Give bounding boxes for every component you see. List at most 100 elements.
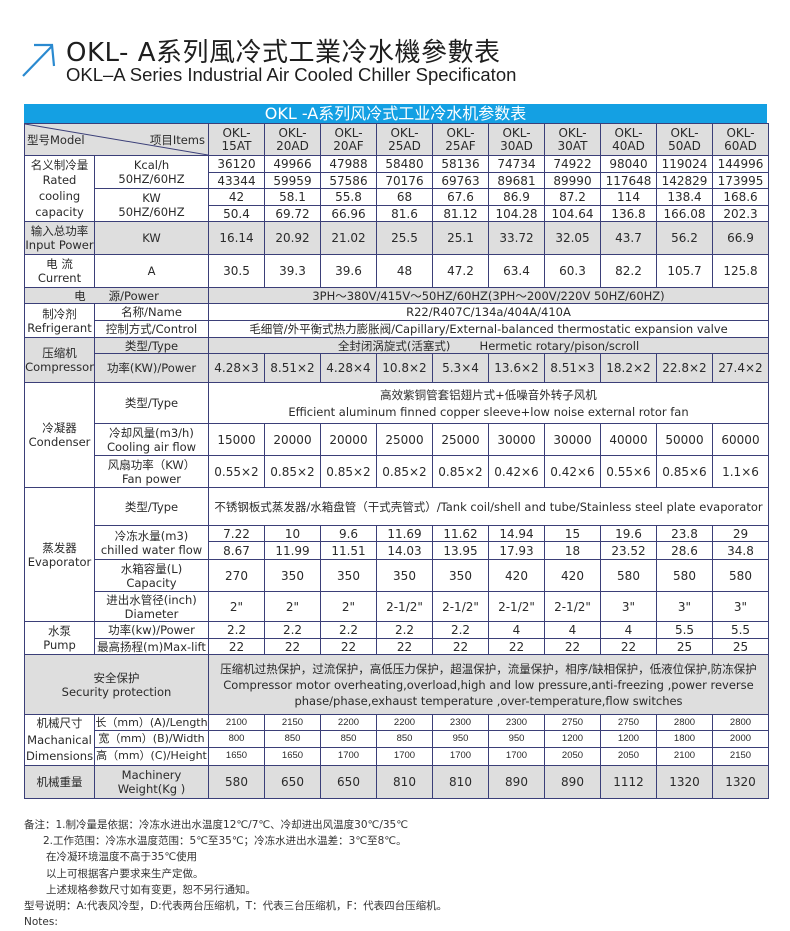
note-line: 以上可根据客户要求来生产定做。 (46, 867, 204, 880)
value-cell: 1700 (432, 746, 489, 766)
value-cell: 20000 (320, 423, 377, 456)
model-header-cell: OKL-25AF (432, 123, 489, 156)
value-cell: 8.51×2 (264, 353, 321, 383)
value-cell: 30000 (488, 423, 545, 456)
value-cell: 11.69 (376, 525, 433, 542)
value-cell: 2.2 (208, 621, 265, 639)
label-en: Pump (43, 638, 76, 652)
label-en: Evaporator (27, 554, 92, 569)
value-cell: 202.3 (712, 205, 769, 222)
value-cell: 2300 (488, 713, 545, 732)
value-cell: 1650 (208, 746, 265, 766)
value-cell: 40000 (600, 423, 657, 456)
value-cell: 2100 (656, 746, 713, 766)
value-cell: 2.2 (376, 621, 433, 639)
value-cell: 11.51 (320, 541, 377, 560)
value-cell: 22 (376, 638, 433, 655)
value-cell: 1700 (376, 746, 433, 766)
value-cell: 890 (488, 764, 545, 799)
compressor-type-label: 类型/Type (94, 337, 209, 354)
type-en: Efficient aluminum finned copper sleeve+… (288, 404, 689, 419)
refrigerant-control-label: 控制方式/Control (94, 320, 209, 338)
value-cell: 2750 (544, 713, 601, 732)
value-cell: 74734 (488, 155, 545, 173)
value-cell: 2200 (320, 713, 377, 732)
value-cell: 32.05 (544, 221, 601, 255)
value-cell: 17.93 (488, 541, 545, 560)
value-cell: 104.64 (544, 205, 601, 222)
value-cell: 98040 (600, 155, 657, 173)
value-cell: 850 (376, 730, 433, 748)
value-cell: 25 (656, 638, 713, 655)
value-cell: 22 (208, 638, 265, 655)
value-cell: 2050 (544, 746, 601, 766)
value-cell: 3" (656, 591, 713, 622)
value-cell: 25000 (376, 423, 433, 456)
model-header-cell: OKL-40AD (600, 123, 657, 156)
value-cell: 22 (488, 638, 545, 655)
security-value: 压缩机过热保护，过流保护，高低压力保护，超温保护，流量保护，相序/缺相保护，低液… (208, 654, 769, 715)
value-cell: 19.6 (600, 525, 657, 542)
label-cn: 冷冻水量(m3) (114, 528, 189, 543)
notes: 备注：1.制冷量是依据：冷冻水进出水温度12℃/7℃、冷却进出风温度30℃/35… (24, 817, 447, 930)
condenser-label: 冷凝器 Condenser (24, 382, 95, 488)
label-cn: 电 流 (46, 257, 73, 271)
note-line: 型号说明：A:代表风冷型，D:代表两台压缩机，T：代表三台压缩机，F：代表四台压… (24, 900, 448, 913)
value-cell: 22 (320, 638, 377, 655)
label-en: Condenser (28, 435, 91, 449)
value-cell: 2-1/2" (432, 591, 489, 622)
value-cell: 1800 (656, 730, 713, 748)
hz: 50HZ/60HZ (118, 205, 185, 219)
value-cell: 22 (600, 638, 657, 655)
value-cell: 166.08 (656, 205, 713, 222)
value-cell: 270 (208, 559, 265, 592)
value-cell: 0.42×6 (544, 455, 601, 488)
value-cell: 81.12 (432, 205, 489, 222)
value-cell: 20.92 (264, 221, 321, 255)
value-cell: 22 (264, 638, 321, 655)
label-en: Refrigerant (27, 320, 92, 335)
label-en: Compressor (25, 360, 94, 374)
refrigerant-name-label: 名称/Name (94, 303, 209, 321)
value-cell: 69763 (432, 172, 489, 189)
label-en: Rated cooling capacity (35, 172, 84, 219)
value-cell: 25 (712, 638, 769, 655)
arrow-up-right-icon (22, 43, 56, 77)
value-cell: 3" (600, 591, 657, 622)
model-header-cell: OKL-50AD (656, 123, 713, 156)
value-cell: 43344 (208, 172, 265, 189)
value-cell: 580 (712, 559, 769, 592)
weight-sublabel: Machinery Weight(Kg ) (94, 764, 209, 799)
value-cell: 2-1/2" (376, 591, 433, 622)
value-cell: 2" (208, 591, 265, 622)
value-cell: 138.4 (656, 188, 713, 206)
evaporator-type-label: 类型/Type (94, 487, 209, 526)
value-cell: 4 (488, 621, 545, 639)
weight-label: 机械重量 (24, 764, 95, 799)
label-en: Fan power (121, 471, 182, 486)
value-cell: 63.4 (488, 254, 545, 288)
value-cell: 8.51×3 (544, 353, 601, 383)
value-cell: 2" (264, 591, 321, 622)
value-cell: 67.6 (432, 188, 489, 206)
current-label: 电 流 Current (24, 254, 95, 288)
label-cn: 水箱容量(L) (120, 561, 183, 576)
security-line: 压缩机过热保护，过流保护，高低压力保护，超温保护，流量保护，相序/缺相保护，低液… (220, 661, 757, 676)
value-cell: 59959 (264, 172, 321, 189)
airflow-label: 冷却风量(m3/h) Cooling air flow (94, 423, 209, 456)
value-cell: 58.1 (264, 188, 321, 206)
note-line: 备注：1.制冷量是依据：冷冻水进出水温度12℃/7℃、冷却进出风温度30℃/35… (24, 819, 409, 831)
value-cell: 55.8 (320, 188, 377, 206)
value-cell: 2100 (208, 713, 265, 732)
value-cell: 350 (320, 559, 377, 592)
value-cell: 580 (656, 559, 713, 592)
value-cell: 49966 (264, 155, 321, 173)
value-cell: 14.03 (376, 541, 433, 560)
value-cell: 2750 (600, 713, 657, 732)
label-cn: 名义制冷量 (30, 157, 89, 172)
value-cell: 173995 (712, 172, 769, 189)
model-header-cell: OKL-30AD (488, 123, 545, 156)
value-cell: 5.3×4 (432, 353, 489, 383)
note-line: 在冷凝环境温度不高于35℃使用 (46, 851, 198, 864)
value-cell: 11.99 (264, 541, 321, 560)
